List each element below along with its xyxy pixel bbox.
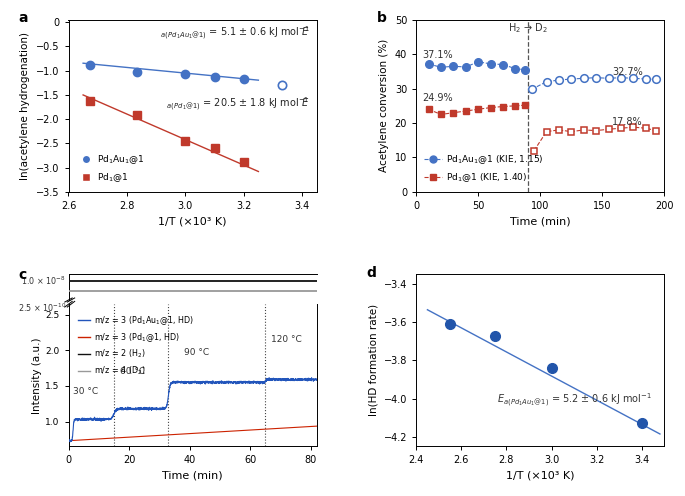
Text: b: b <box>376 11 386 25</box>
Text: $E_{a(Pd_1Au_1@1)}$ = 5.2 ± 0.6 kJ mol$^{-1}$: $E_{a(Pd_1Au_1@1)}$ = 5.2 ± 0.6 kJ mol$^… <box>497 391 652 409</box>
Text: 37.1%: 37.1% <box>423 51 453 61</box>
Text: 90 °C: 90 °C <box>184 348 209 358</box>
Text: a: a <box>18 11 28 25</box>
Text: $_{a(Pd_1Au_1@1)}$ = 5.1 ± 0.6 kJ mol$^{-1}$: $_{a(Pd_1Au_1@1)}$ = 5.1 ± 0.6 kJ mol$^{… <box>138 25 310 42</box>
Y-axis label: ln(acetylene hydrogenation): ln(acetylene hydrogenation) <box>21 32 30 180</box>
Text: 24.9%: 24.9% <box>423 93 453 103</box>
Text: 17.8%: 17.8% <box>612 118 643 127</box>
X-axis label: 1/T (×10³ K): 1/T (×10³ K) <box>506 471 575 481</box>
Text: d: d <box>366 266 376 280</box>
Text: $E$: $E$ <box>301 25 310 37</box>
Text: 30 °C: 30 °C <box>73 387 98 396</box>
X-axis label: 1/T (×10³ K): 1/T (×10³ K) <box>158 216 227 226</box>
Text: 2.5 × 10$^{-10}$: 2.5 × 10$^{-10}$ <box>18 302 66 314</box>
Legend: Pd$_1$Au$_1$@1, Pd$_1$@1: Pd$_1$Au$_1$@1, Pd$_1$@1 <box>73 150 149 187</box>
Text: 120 °C: 120 °C <box>271 335 302 344</box>
Legend: Pd$_1$Au$_1$@1 (KIE, 1.15), Pd$_1$@1 (KIE, 1.40): Pd$_1$Au$_1$@1 (KIE, 1.15), Pd$_1$@1 (KI… <box>421 150 547 187</box>
Legend: m/z = 3 (Pd$_1$Au$_1$@1, HD), m/z = 3 (Pd$_1$@1, HD), m/z = 2 (H$_2$), m/z = 4 (: m/z = 3 (Pd$_1$Au$_1$@1, HD), m/z = 3 (P… <box>75 311 197 380</box>
Text: c: c <box>18 268 27 282</box>
Text: $_{a(Pd_1@1)}$ = 20.5 ± 1.8 kJ mol$^{-1}$: $_{a(Pd_1@1)}$ = 20.5 ± 1.8 kJ mol$^{-1}… <box>145 96 310 113</box>
Text: 1.0 × 10$^{-8}$: 1.0 × 10$^{-8}$ <box>21 275 66 287</box>
Y-axis label: Intensity (a.u.): Intensity (a.u.) <box>32 337 42 414</box>
Text: H$_2$ → D$_2$: H$_2$ → D$_2$ <box>508 21 548 35</box>
Text: 60 °C: 60 °C <box>120 367 145 376</box>
Y-axis label: Acetylene conversion (%): Acetylene conversion (%) <box>379 39 389 173</box>
Text: $E$: $E$ <box>301 96 310 108</box>
Y-axis label: ln(HD formation rate): ln(HD formation rate) <box>368 305 378 417</box>
X-axis label: Time (min): Time (min) <box>162 471 223 481</box>
Text: 32.7%: 32.7% <box>612 67 643 77</box>
X-axis label: Time (min): Time (min) <box>510 216 571 226</box>
